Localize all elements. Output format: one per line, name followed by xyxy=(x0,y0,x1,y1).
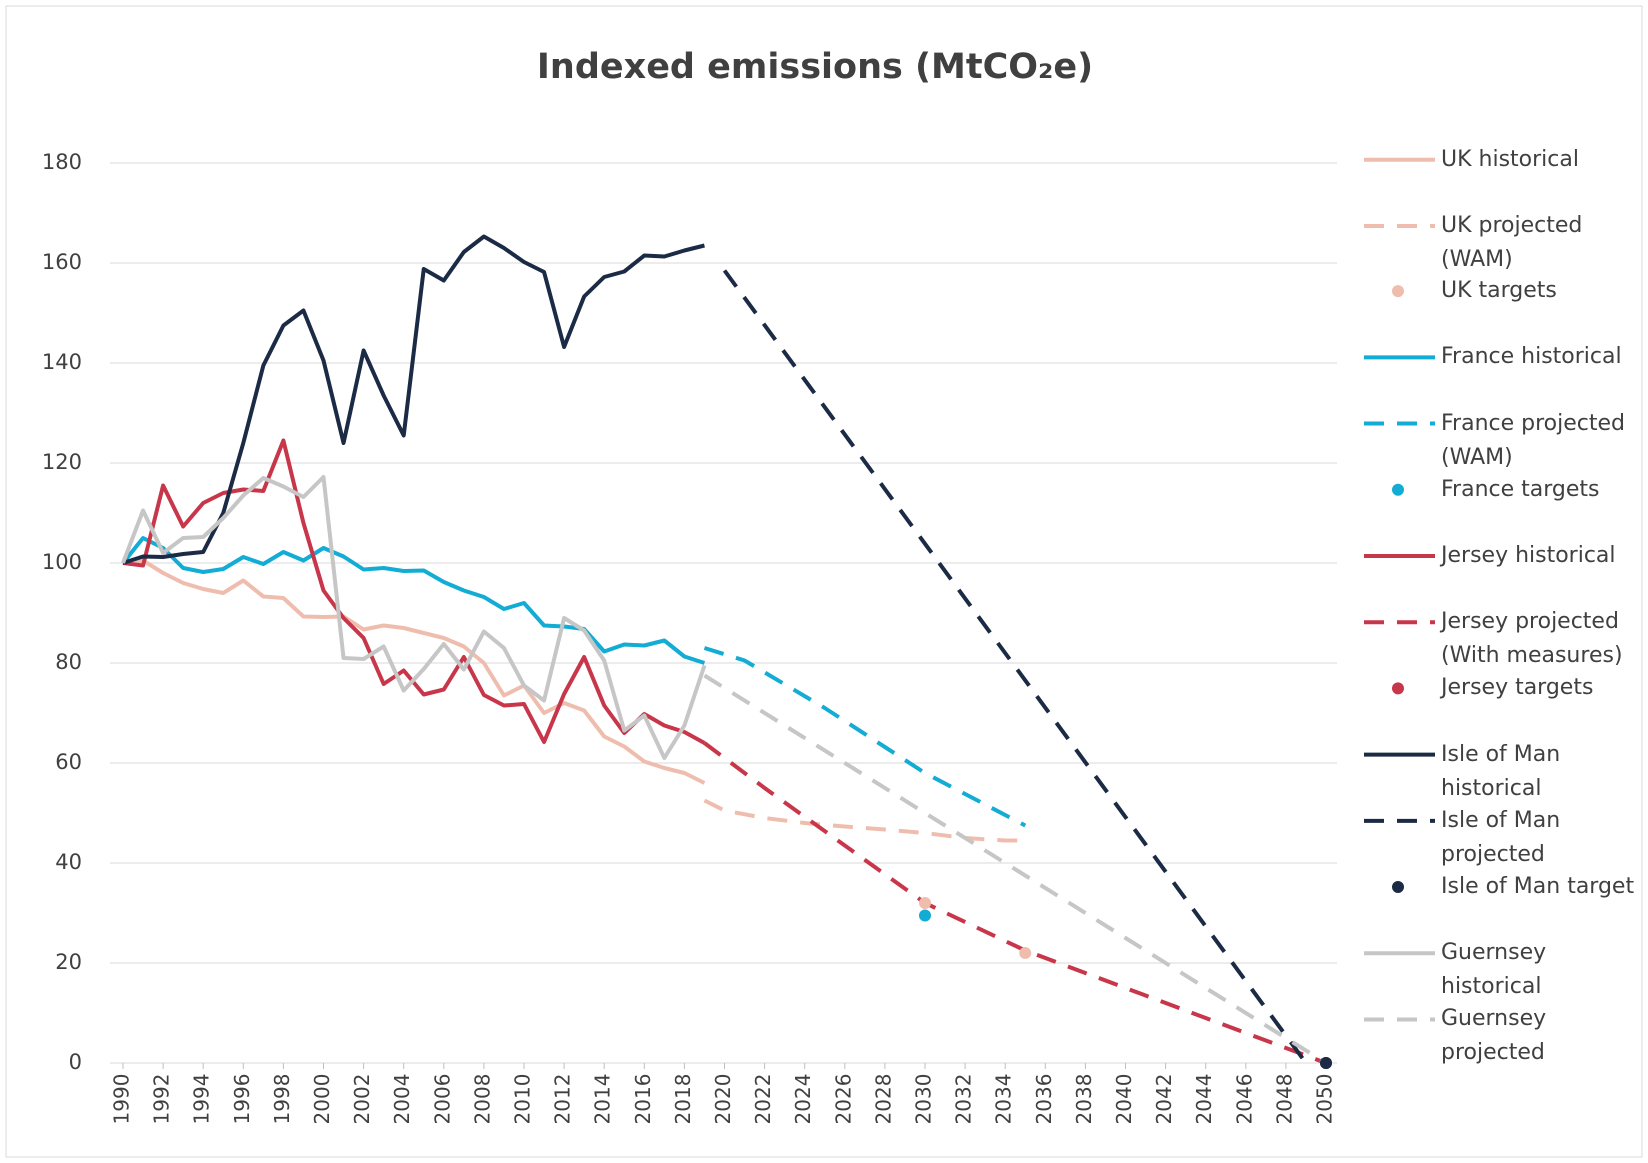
projected-line xyxy=(703,646,1027,828)
legend-label: Guernsey projected xyxy=(1441,1006,1547,1066)
x-tick-label: 2006 xyxy=(430,1074,454,1125)
x-tick-label: 2030 xyxy=(912,1074,936,1125)
legend-marker xyxy=(1392,483,1404,496)
x-tick-label: 2008 xyxy=(470,1074,494,1125)
chart-border xyxy=(5,5,1643,1158)
target-marker xyxy=(1019,947,1032,959)
y-tick-label: 40 xyxy=(55,850,82,874)
x-tick-label: 2034 xyxy=(992,1074,1016,1125)
x-tick-label: 2042 xyxy=(1152,1074,1176,1125)
legend-label: Isle of Man historical xyxy=(1441,741,1561,801)
x-tick-label: 2018 xyxy=(671,1074,695,1125)
legend-label: Jersey targets xyxy=(1441,675,1594,701)
legend-label: France targets xyxy=(1441,476,1600,502)
y-tick-label: 140 xyxy=(42,350,82,374)
legend-label: Isle of Man target xyxy=(1441,874,1635,900)
target-marker xyxy=(919,897,931,909)
x-tick-label: 2050 xyxy=(1313,1074,1337,1125)
legend-label: UK projected (WAM) xyxy=(1441,212,1583,272)
x-tick-label: 2036 xyxy=(1032,1074,1056,1125)
x-tick-label: 2020 xyxy=(711,1074,735,1125)
y-tick-label: 0 xyxy=(69,1050,82,1074)
x-tick-label: 2046 xyxy=(1232,1074,1256,1125)
projected-line xyxy=(703,673,1328,1065)
historical-line xyxy=(121,475,707,760)
y-tick-label: 80 xyxy=(55,650,82,674)
x-tick-label: 1990 xyxy=(110,1074,134,1125)
legend-label: France historical xyxy=(1441,344,1622,370)
y-tick-label: 160 xyxy=(42,250,82,274)
x-tick-label: 2014 xyxy=(591,1074,615,1125)
y-tick-label: 20 xyxy=(55,950,82,974)
legend-marker xyxy=(1392,285,1404,298)
x-tick-label: 1992 xyxy=(150,1074,174,1125)
x-tick-label: 2016 xyxy=(631,1074,655,1125)
x-tick-label: 2048 xyxy=(1272,1074,1296,1125)
y-tick-label: 60 xyxy=(55,750,82,774)
x-tick-label: 1998 xyxy=(270,1074,294,1125)
legend-label: France projected (WAM) xyxy=(1441,410,1626,470)
legend-label: Guernsey historical xyxy=(1441,940,1547,1000)
legend-label: UK targets xyxy=(1441,278,1557,304)
y-tick-label: 120 xyxy=(42,450,82,474)
x-tick-label: 2004 xyxy=(390,1074,414,1125)
y-tick-label: 180 xyxy=(42,150,82,174)
x-tick-label: 2038 xyxy=(1072,1074,1096,1125)
x-tick-label: 2032 xyxy=(952,1074,976,1125)
x-tick-label: 2000 xyxy=(310,1074,334,1125)
x-tick-label: 2012 xyxy=(551,1074,575,1125)
target-marker xyxy=(1320,1057,1332,1069)
legend-marker xyxy=(1392,881,1404,894)
target-marker xyxy=(919,909,931,922)
y-tick-label: 100 xyxy=(42,550,82,574)
x-tick-label: 1996 xyxy=(230,1074,254,1125)
x-tick-label: 2044 xyxy=(1192,1074,1216,1125)
x-tick-label: 2022 xyxy=(751,1074,775,1125)
legend-label: Jersey historical xyxy=(1441,542,1616,568)
legend-marker xyxy=(1392,682,1404,695)
chart-title: Indexed emissions (MtCO₂e) xyxy=(537,47,1093,87)
x-tick-label: 2040 xyxy=(1112,1074,1136,1125)
x-tick-label: 2028 xyxy=(871,1074,895,1125)
legend-label: UK historical xyxy=(1441,146,1579,172)
historical-line xyxy=(122,558,706,785)
historical-line xyxy=(121,536,706,665)
legend-label: Isle of Man projected xyxy=(1441,807,1561,867)
x-tick-label: 2002 xyxy=(350,1074,374,1125)
projected-line xyxy=(703,798,1026,843)
x-tick-label: 2026 xyxy=(831,1074,855,1125)
x-tick-label: 2010 xyxy=(511,1074,535,1125)
x-tick-label: 1994 xyxy=(190,1074,214,1125)
x-tick-label: 2024 xyxy=(791,1074,815,1125)
legend-label: Jersey projected (With measures) xyxy=(1441,609,1623,669)
